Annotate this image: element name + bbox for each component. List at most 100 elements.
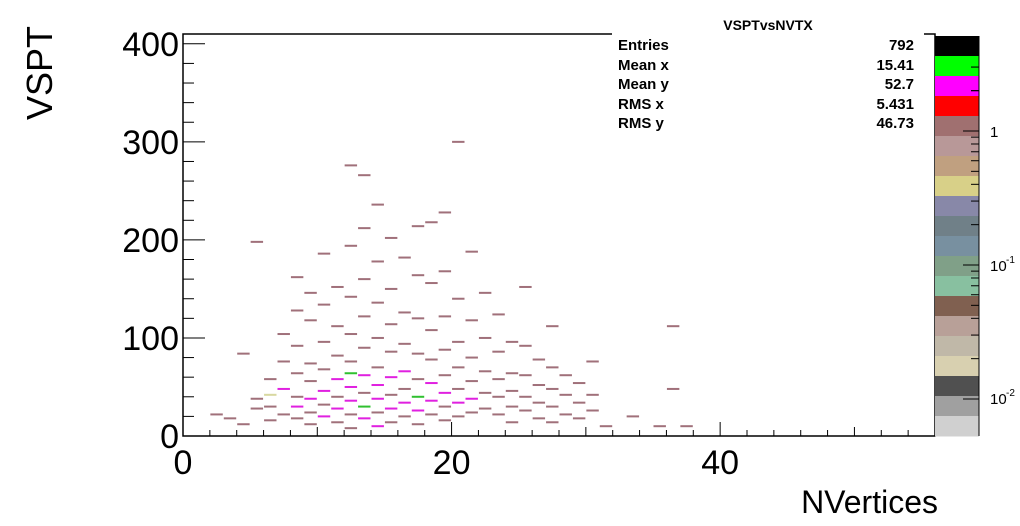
heatmap-cell [264,378,277,381]
heatmap-cell [250,407,264,410]
heatmap-cell [384,421,398,424]
heatmap-cell [559,374,572,377]
heatmap-cell [438,405,452,408]
heatmap-cell [358,278,371,281]
heatmap-cell [572,417,586,420]
palette-swatch [935,236,979,257]
heatmap-cell [344,295,358,298]
palette-swatch [935,76,979,97]
heatmap-cell [478,370,492,373]
palette-swatch [935,196,979,217]
palette-swatch [935,36,979,57]
heatmap-cell [384,287,398,290]
palette-swatch [935,336,979,357]
x-axis-label: NVertices [801,484,938,520]
heatmap-cell [519,344,532,347]
heatmap-cell [371,425,384,428]
heatmap-cell [425,399,438,402]
heatmap-cell [264,393,277,396]
heatmap-cell [344,360,358,363]
heatmap-cell [331,395,344,398]
palette-swatch [935,416,979,437]
heatmap-cell [384,350,398,353]
heatmap-cell [492,413,505,416]
heatmap-cell [331,378,344,381]
heatmap-cell [358,174,371,177]
heatmap-cell [250,397,264,400]
heatmap-cell [344,333,358,336]
palette-swatch [935,116,979,137]
x-tick-label: 0 [174,444,193,482]
heatmap-cell [264,405,277,408]
heatmap-cell [398,387,411,390]
heatmap-cell [452,415,465,418]
heatmap-cell [519,285,532,288]
heatmap-cell [505,372,519,375]
heatmap-cell [411,225,425,228]
heatmap-cell [492,378,505,381]
stats-row: Mean x 15.41 [618,57,918,76]
y-tick-label: 300 [122,124,179,162]
palette-label: 10 [990,391,1007,408]
heatmap-cell [572,382,586,385]
stats-key: Mean y [618,76,669,93]
heatmap-cell [371,411,384,414]
heatmap-cell [505,421,519,424]
heatmap-cell [277,333,290,336]
heatmap-cells [210,140,693,430]
heatmap-cell [505,389,519,392]
heatmap-cell [384,393,398,396]
heatmap-cell [250,240,264,243]
y-tick-label: 100 [122,320,179,358]
heatmap-cell [478,407,492,410]
heatmap-cell [398,311,411,314]
heatmap-cell [532,401,546,404]
heatmap-cell [290,417,304,420]
heatmap-cell [398,370,411,373]
heatmap-cell [478,391,492,394]
heatmap-cell [290,372,304,375]
heatmap-cell [331,285,344,288]
heatmap-cell [425,358,438,361]
heatmap-cell [304,362,317,365]
stats-row: RMS y 46.73 [618,115,918,134]
heatmap-cell [371,384,384,387]
heatmap-cell [532,384,546,387]
palette-swatch [935,216,979,237]
heatmap-cell [384,236,398,239]
heatmap-cell [358,405,371,408]
heatmap-cell [304,380,317,383]
palette-label: 1 [990,124,998,141]
heatmap-cell [371,397,384,400]
heatmap-cell [358,391,371,394]
heatmap-cell [465,356,478,359]
heatmap-cell [277,387,290,390]
heatmap-cell [680,425,693,428]
palette-swatch [935,296,979,317]
heatmap-cell [478,291,492,294]
heatmap-cell [465,411,478,414]
heatmap-cell [223,417,237,420]
heatmap-cell [438,391,452,394]
heatmap-cell [411,317,425,320]
heatmap-cell [438,374,452,377]
heatmap-cell [304,423,317,426]
heatmap-cell [398,401,411,404]
heatmap-cell [666,325,680,328]
heatmap-cell [438,348,452,351]
palette-label: 10 [990,258,1007,275]
heatmap-cell [358,315,371,318]
heatmap-cell [344,244,358,247]
heatmap-cell [317,340,331,343]
palette-swatch [935,376,979,397]
palette-label-exponent: -1 [1006,255,1015,266]
heatmap-cell [505,340,519,343]
heatmap-cell [452,366,465,369]
heatmap-cell [277,413,290,416]
heatmap-cell [411,409,425,412]
heatmap-cell [358,417,371,420]
heatmap-cell [425,282,438,285]
heatmap-cell [411,423,425,426]
